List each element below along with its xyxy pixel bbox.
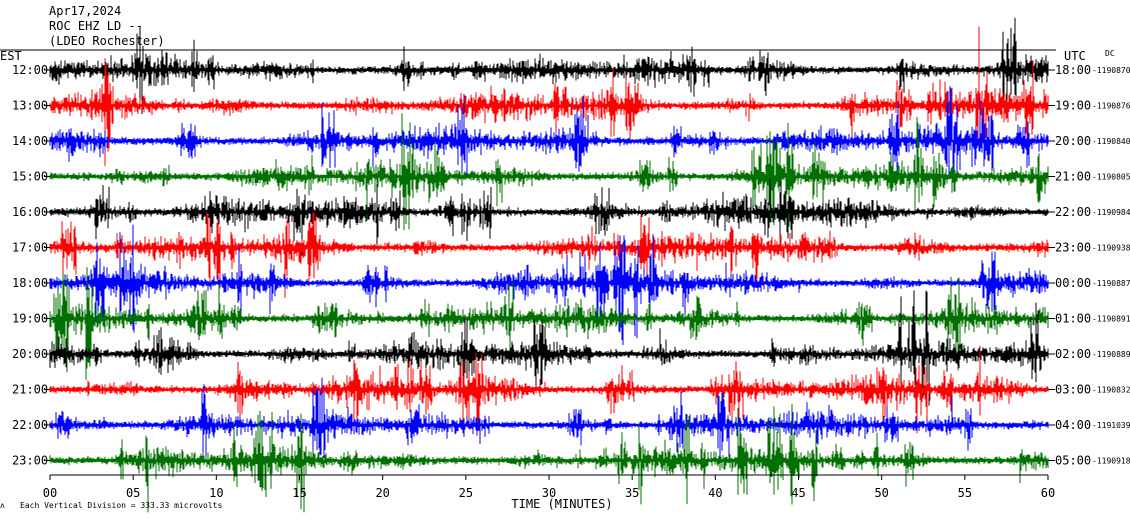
trace-row-1700	[49, 212, 1049, 298]
x-tick-label: 25	[459, 486, 473, 500]
x-axis-label: TIME (MINUTES)	[511, 497, 612, 511]
x-tick-labels: 00 05 10 15 20 25 30 35 40 45 50 55 60	[43, 475, 1055, 500]
dc-offset-label: -1190984	[1092, 208, 1130, 217]
x-tick-label: 10	[209, 486, 223, 500]
est-row-label: 20:00	[12, 347, 48, 361]
x-tick-label: 00	[43, 486, 57, 500]
est-row-label: 21:00	[12, 383, 48, 397]
utc-row-label: 00:00	[1055, 276, 1091, 290]
est-row-label: 16:00	[12, 205, 48, 219]
x-tick-label: 50	[874, 486, 888, 500]
dc-offset-label: -1190832	[1092, 386, 1130, 395]
x-tick-label: 55	[958, 486, 972, 500]
utc-row-label: 03:00	[1055, 383, 1091, 397]
est-row-label: 13:00	[12, 99, 48, 113]
x-tick-label: 30	[542, 486, 556, 500]
utc-row-label: 22:00	[1055, 205, 1091, 219]
est-row-label: 15:00	[12, 170, 48, 184]
x-tick-label: 20	[375, 486, 389, 500]
utc-row-label: 20:00	[1055, 134, 1091, 148]
dc-offset-label: -1190840	[1092, 137, 1130, 146]
dc-offset-label: -1190870	[1092, 66, 1130, 75]
trace-row-1900	[49, 267, 1049, 380]
dc-offset-label: -1190889	[1092, 350, 1130, 359]
est-row-label: 22:00	[12, 418, 48, 432]
est-row-label: 19:00	[12, 312, 48, 326]
trace-layer	[49, 17, 1049, 513]
dc-offset-label: -1190805	[1092, 173, 1130, 182]
est-row-label: 17:00	[12, 241, 48, 255]
x-tick-label: 60	[1041, 486, 1055, 500]
x-tick-label: 05	[126, 486, 140, 500]
utc-row-label: 01:00	[1055, 312, 1091, 326]
header-location: (LDEO Rochester)	[49, 34, 165, 48]
utc-row-label: 21:00	[1055, 170, 1091, 184]
dc-offset-label: -1190891	[1092, 315, 1130, 324]
utc-row-label: 19:00	[1055, 99, 1091, 113]
x-tick-label: 35	[625, 486, 639, 500]
scale-mark: ʌ	[0, 501, 5, 510]
x-tick-label: 45	[791, 486, 805, 500]
trace-row-1200	[49, 17, 1049, 114]
trace-row-2300	[49, 403, 1049, 513]
utc-row-label: 02:00	[1055, 347, 1091, 361]
utc-row-label: 04:00	[1055, 418, 1091, 432]
trace-row-1400	[49, 86, 1049, 192]
dc-offset-label: -1190938	[1092, 244, 1130, 253]
x-tick-label: 40	[708, 486, 722, 500]
dc-offset-label: -1190876	[1092, 102, 1130, 111]
est-row-label: 14:00	[12, 134, 48, 148]
scale-note: Each Vertical Division = 333.33 microvol…	[20, 501, 222, 510]
left-timezone-label: EST	[0, 49, 22, 63]
header-date: Apr17,2024	[49, 4, 121, 18]
trace-row-2000	[49, 290, 1049, 406]
utc-row-label: 05:00	[1055, 454, 1091, 468]
est-row-label: 18:00	[12, 276, 48, 290]
dc-offset-label: -1190887	[1092, 279, 1130, 288]
x-tick-label: 15	[292, 486, 306, 500]
est-row-label: 12:00	[12, 63, 48, 77]
dc-label: DC	[1105, 49, 1115, 58]
utc-row-label: 23:00	[1055, 241, 1091, 255]
right-timezone-label: UTC	[1064, 49, 1086, 63]
est-row-label: 23:00	[12, 454, 48, 468]
dc-offset-label: -1190918	[1092, 457, 1130, 466]
utc-row-label: 18:00	[1055, 63, 1091, 77]
header-station: ROC EHZ LD --	[49, 19, 143, 33]
dc-offset-label: -1191039	[1092, 421, 1130, 430]
